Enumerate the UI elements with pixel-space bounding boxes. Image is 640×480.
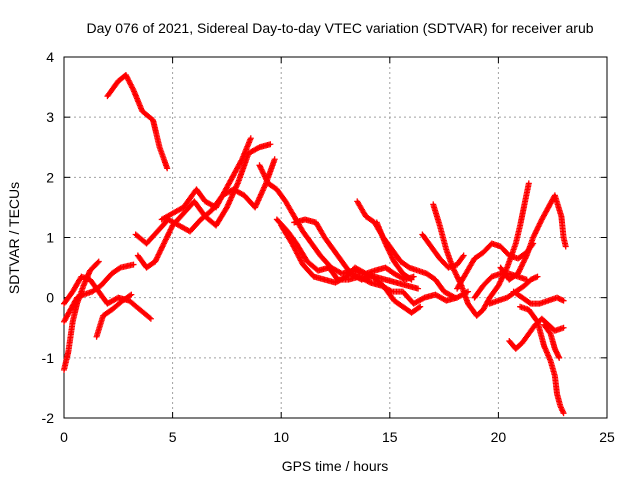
axis-ticks: 0 5 10 15 20 25 -2 -1 0 1 2 3 4 bbox=[42, 49, 615, 445]
x-tick-label: 20 bbox=[491, 429, 507, 445]
series-arc-n bbox=[373, 219, 415, 283]
data-point bbox=[459, 253, 466, 260]
data-point bbox=[560, 410, 567, 417]
series-arc-w bbox=[517, 303, 567, 417]
data-point bbox=[560, 297, 567, 304]
y-axis-label: SDTVAR / TECUs bbox=[6, 182, 22, 294]
data-point bbox=[267, 141, 274, 148]
data-point bbox=[533, 317, 540, 324]
data-point bbox=[147, 315, 154, 322]
x-tick-label: 25 bbox=[599, 429, 615, 445]
data-point bbox=[128, 291, 135, 298]
x-tick-label: 5 bbox=[169, 429, 177, 445]
x-tick-label: 0 bbox=[60, 429, 68, 445]
data-point bbox=[534, 273, 541, 280]
y-tick-label: 4 bbox=[46, 49, 54, 65]
y-tick-label: -2 bbox=[42, 410, 55, 426]
series-arc-f bbox=[134, 141, 274, 271]
series-arc-s bbox=[486, 273, 541, 307]
series-arc-k bbox=[291, 216, 424, 316]
data-point bbox=[130, 261, 137, 268]
y-tick-label: 1 bbox=[46, 230, 54, 246]
y-tick-label: 2 bbox=[46, 169, 54, 185]
data-point bbox=[525, 180, 532, 187]
data-point bbox=[526, 299, 533, 306]
series-arc-x bbox=[541, 321, 563, 361]
y-tick-label: -1 bbox=[42, 350, 55, 366]
data-point bbox=[562, 243, 569, 250]
data-point bbox=[415, 304, 422, 311]
data-point bbox=[451, 294, 458, 301]
series-arc-p bbox=[430, 180, 532, 319]
series-arc-t bbox=[497, 192, 569, 283]
plot-frame bbox=[63, 56, 608, 419]
data-point bbox=[407, 275, 414, 282]
x-tick-label: 15 bbox=[382, 429, 398, 445]
data-point bbox=[560, 324, 567, 331]
data-points bbox=[61, 72, 569, 417]
data-point bbox=[116, 265, 123, 272]
data-point bbox=[415, 285, 422, 292]
data-point bbox=[238, 157, 245, 164]
series-arc-a bbox=[104, 72, 171, 172]
series-arc-q bbox=[454, 240, 537, 292]
data-point bbox=[146, 314, 153, 321]
series-arc-h bbox=[158, 135, 254, 223]
series-arc-e bbox=[93, 291, 135, 340]
y-tick-label: 3 bbox=[46, 109, 54, 125]
data-point bbox=[417, 303, 424, 310]
series-arc-u bbox=[510, 288, 567, 307]
data-point bbox=[94, 259, 101, 266]
x-axis-label: GPS time / hours bbox=[282, 458, 389, 474]
data-point bbox=[410, 273, 417, 280]
data-point bbox=[247, 135, 254, 142]
series-arc-d bbox=[61, 273, 154, 322]
y-tick-label: 0 bbox=[46, 290, 54, 306]
data-point bbox=[127, 292, 134, 299]
data-point bbox=[95, 258, 102, 265]
data-point bbox=[460, 252, 467, 259]
data-point bbox=[271, 156, 278, 163]
chart-title: Day 076 of 2021, Sidereal Day-to-day VTE… bbox=[86, 20, 593, 36]
series-arc-l bbox=[278, 222, 417, 286]
data-point bbox=[164, 165, 171, 172]
data-point bbox=[408, 276, 415, 283]
data-point bbox=[556, 354, 563, 361]
x-tick-label: 10 bbox=[273, 429, 289, 445]
